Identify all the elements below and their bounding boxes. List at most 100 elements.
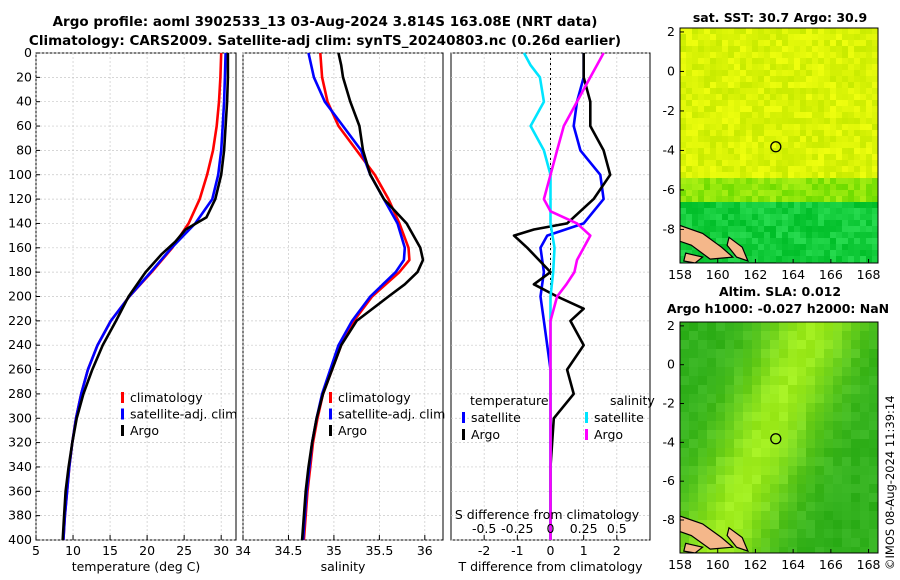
sla-pixel [689,340,699,350]
sla-pixel [788,349,798,359]
sst-pixel [698,196,705,203]
sla-pixel [860,475,870,485]
sst-pixel [824,46,831,53]
sla-pixel [797,466,807,476]
sst-pixel [788,166,795,173]
sst-pixel [740,52,747,59]
sst-pixel [788,34,795,41]
sst-pixel [716,136,723,143]
sst-pixel [686,82,693,89]
sst-pixel [722,190,729,197]
sla-map-title-line2: Argo h1000: -0.027 h2000: NaN [666,301,890,316]
sst-pixel [860,34,867,41]
sla-pixel [806,367,816,377]
sst-pixel [818,82,825,89]
sst-pixel [716,76,723,83]
sst-pixel [800,52,807,59]
depth-tick-label: 160 [8,240,32,255]
sla-pixel [788,394,798,404]
sst-pixel [716,112,723,119]
sst-pixel [794,58,801,65]
sst-pixel [848,28,855,35]
sla-pixel [851,538,861,548]
sst-pixel [692,130,699,137]
sst-pixel [830,202,837,209]
sst-pixel [752,46,759,53]
sla-pixel [788,403,798,413]
sla-pixel [869,493,878,503]
sst-pixel [818,106,825,113]
sla-pixel [725,394,735,404]
temperature-legend-swatch [121,425,124,436]
sst-pixel [728,112,735,119]
sst-pixel [758,106,765,113]
sst-pixel [800,40,807,47]
sla-pixel [761,511,771,521]
sla-pixel [761,547,771,553]
sst-pixel [812,202,819,209]
sst-pixel [686,160,693,167]
sla-pixel [824,367,834,377]
sst-pixel [872,34,878,41]
sst-pixel [824,238,831,245]
sst-pixel [872,172,878,179]
sst-pixel [866,256,873,263]
sla-pixel [806,421,816,431]
sst-pixel [788,88,795,95]
sst-pixel [722,82,729,89]
sst-pixel [716,178,723,185]
sla-pixel [842,520,852,530]
sst-pixel [872,142,878,149]
sst-pixel [860,226,867,233]
sst-pixel [734,178,741,185]
difference-legend-swatch [462,412,465,423]
sla-pixel [779,457,789,467]
sst-pixel [860,160,867,167]
sst-pixel [716,256,723,263]
sst-pixel [800,106,807,113]
sst-pixel [734,94,741,101]
sst-pixel [752,178,759,185]
sla-pixel [869,358,878,368]
sst-pixel [758,220,765,227]
sst-pixel [800,136,807,143]
sst-pixel [848,76,855,83]
sla-pixel [860,448,870,458]
sst-pixel [770,130,777,137]
sla-pixel [851,340,861,350]
sst-pixel [686,202,693,209]
sla-pixel [797,358,807,368]
figure-title-line2: Climatology: CARS2009. Satellite-adj cli… [28,33,622,49]
sla-pixel [770,538,780,548]
sla-pixel [824,520,834,530]
sst-pixel [812,226,819,233]
sla-pixel [725,322,735,332]
sst-pixel [830,220,837,227]
sst-pixel [854,40,861,47]
sla-pixel [824,547,834,553]
sst-pixel [698,70,705,77]
sla-pixel [716,511,726,521]
sla-pixel [743,466,753,476]
sla-pixel [698,547,708,553]
sst-pixel [710,136,717,143]
sla-pixel [761,493,771,503]
sla-pixel [806,430,816,440]
sst-pixel [794,190,801,197]
sst-pixel [758,178,765,185]
sst-pixel [752,100,759,107]
sst-pixel [860,232,867,239]
sst-pixel [806,82,813,89]
sst-pixel [722,238,729,245]
sla-pixel [851,448,861,458]
sla-pixel [761,394,771,404]
sst-pixel [752,142,759,149]
sla-pixel [770,466,780,476]
sst-pixel [716,130,723,137]
sst-pixel [758,160,765,167]
sst-pixel [770,178,777,185]
sst-pixel [812,148,819,155]
sst-pixel [806,76,813,83]
sla-pixel [725,421,735,431]
sst-pixel [800,46,807,53]
